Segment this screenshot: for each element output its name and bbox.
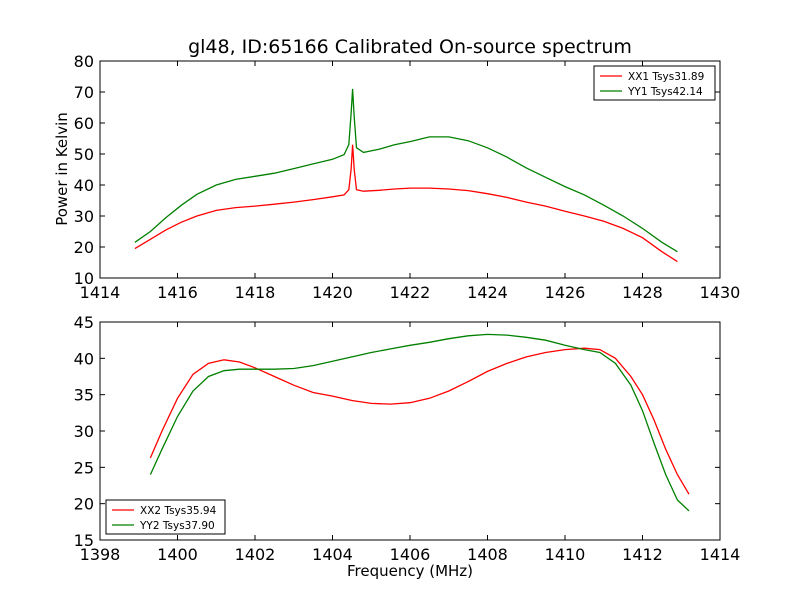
y-tick-label: 20 bbox=[74, 238, 94, 257]
x-tick-label: 1416 bbox=[157, 283, 198, 302]
x-tick-label: 1418 bbox=[235, 283, 276, 302]
y-tick-label: 70 bbox=[74, 83, 94, 102]
legend-label: XX1 Tsys31.89 bbox=[628, 71, 704, 83]
chart-title: gl48, ID:65166 Calibrated On-source spec… bbox=[188, 36, 632, 58]
y-tick-label: 30 bbox=[74, 207, 94, 226]
legend-box bbox=[105, 499, 226, 535]
series-line-1-1 bbox=[149, 333, 690, 512]
legend-label: YY2 Tsys37.90 bbox=[139, 520, 215, 532]
legend-label: YY1 Tsys42.14 bbox=[627, 86, 703, 98]
x-tick-label: 1410 bbox=[545, 545, 586, 564]
y-tick-label: 15 bbox=[74, 531, 94, 550]
y-tick-label: 60 bbox=[74, 114, 94, 133]
x-tick-label: 1408 bbox=[467, 545, 508, 564]
y-tick-label: 20 bbox=[74, 495, 94, 514]
x-tick-label: 1428 bbox=[622, 283, 663, 302]
series-line-1-0 bbox=[149, 347, 690, 495]
x-tick-label: 1420 bbox=[312, 283, 353, 302]
series-line-0-0 bbox=[134, 144, 678, 263]
x-tick-label: 1398 bbox=[80, 545, 121, 564]
bottom-panel: 1398 1400 1402 1404 1406 1408 1410 1412 1414 15 20… bbox=[74, 313, 741, 564]
x-tick-label: 1414 bbox=[80, 283, 121, 302]
x-tick-label: 1402 bbox=[235, 545, 276, 564]
y-tick-label: 40 bbox=[74, 176, 94, 195]
x-tick-label: 1400 bbox=[157, 545, 198, 564]
y-tick-label: 10 bbox=[74, 269, 94, 288]
y-tick-label: 50 bbox=[74, 145, 94, 164]
x-tick-label: 1426 bbox=[545, 283, 586, 302]
x-tick-label: 1406 bbox=[390, 545, 431, 564]
y-axis-title: Power in Kelvin bbox=[53, 112, 71, 226]
x-tick-label: 1422 bbox=[390, 283, 431, 302]
legend: XX2 Tsys35.94 YY2 Tsys37.90 bbox=[105, 499, 226, 535]
x-tick-label: 1404 bbox=[312, 545, 353, 564]
y-tick-label: 25 bbox=[74, 458, 94, 477]
series-line-0-1 bbox=[134, 88, 678, 253]
legend-label: XX2 Tsys35.94 bbox=[140, 505, 217, 517]
y-tick-label: 40 bbox=[74, 349, 94, 368]
legend-box bbox=[593, 65, 716, 101]
x-tick-label: 1424 bbox=[467, 283, 508, 302]
y-tick-label: 80 bbox=[74, 52, 94, 71]
x-axis-title: Frequency (MHz) bbox=[347, 562, 473, 580]
x-tick-label: 1414 bbox=[700, 545, 741, 564]
x-tick-label: 1430 bbox=[700, 283, 741, 302]
y-tick-label: 35 bbox=[74, 386, 94, 405]
top-panel: 1414 1416 1418 1420 1422 1424 1426 1428 1430 10 20… bbox=[74, 52, 741, 302]
legend: XX1 Tsys31.89 YY1 Tsys42.14 bbox=[593, 65, 716, 101]
x-tick-label: 1412 bbox=[622, 545, 663, 564]
y-tick-label: 30 bbox=[74, 422, 94, 441]
y-tick-label: 45 bbox=[74, 313, 94, 332]
